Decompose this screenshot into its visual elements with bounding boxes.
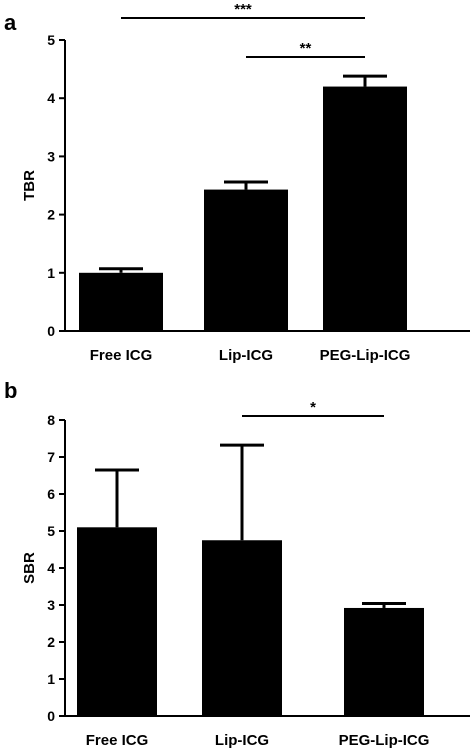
bar-peg-lip-icg: [323, 86, 407, 331]
significance-label: ***: [234, 1, 252, 18]
y-tick-label: 4: [47, 560, 55, 576]
panel-label-a: a: [4, 10, 17, 35]
y-tick-label: 5: [47, 32, 55, 48]
y-tick-label: 3: [47, 148, 55, 164]
y-tick-label: 8: [47, 412, 55, 428]
y-tick-label: 1: [47, 265, 55, 281]
y-tick-label: 2: [47, 634, 55, 650]
x-category-label: Free ICG: [90, 347, 153, 364]
panel-label-b: b: [4, 378, 17, 403]
bar-free-icg: [77, 527, 157, 716]
y-tick-label: 2: [47, 207, 55, 223]
y-tick-label: 4: [47, 90, 55, 106]
x-category-label: PEG-Lip-ICG: [339, 732, 430, 749]
y-tick-label: 3: [47, 597, 55, 613]
y-tick-label: 7: [47, 449, 55, 465]
bar-lip-icg: [204, 189, 288, 331]
y-axis-title: SBR: [21, 552, 38, 584]
bar-free-icg: [79, 272, 163, 331]
y-tick-label: 1: [47, 671, 55, 687]
x-category-label: Lip-ICG: [219, 347, 273, 364]
y-tick-label: 5: [47, 523, 55, 539]
y-tick-label: 0: [47, 323, 55, 339]
chart-panel-b: b 0 1 2 3 4 5 6 7 8 SBR Free ICG Lip-ICG PEG-Lip-ICG *: [4, 378, 470, 749]
x-category-label: Lip-ICG: [215, 732, 269, 749]
x-category-label: Free ICG: [86, 732, 149, 749]
y-tick-label: 0: [47, 708, 55, 724]
y-axis-title: TBR: [21, 170, 38, 201]
bar-peg-lip-icg: [344, 607, 424, 716]
y-tick-label: 6: [47, 486, 55, 502]
significance-label: *: [310, 399, 316, 416]
significance-label: **: [300, 40, 312, 57]
x-category-label: PEG-Lip-ICG: [320, 347, 411, 364]
bar-lip-icg: [202, 540, 282, 716]
